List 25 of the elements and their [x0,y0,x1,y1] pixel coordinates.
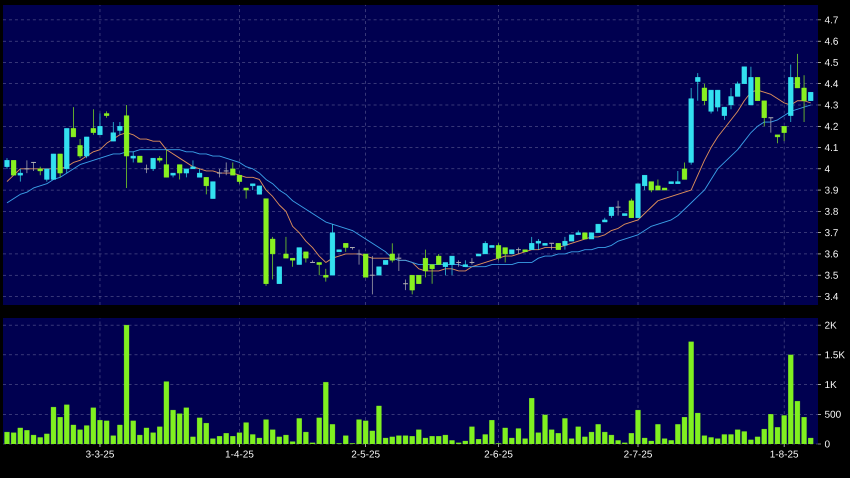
y-tick-label: 1.5K [825,351,845,358]
x-tick-label: 1-4-25 [226,450,254,458]
y-tick-label: 3.5 [824,272,838,279]
x-tick-label: 1-8-25 [770,450,798,458]
x-tick-label: 2-6-25 [484,450,512,458]
y-tick-label: 2K [825,322,837,329]
y-tick-label: 500 [824,410,841,418]
y-tick-label: 0 [824,440,830,448]
y-tick-label: 4.4 [824,80,838,88]
y-tick-label: 4.3 [824,101,838,109]
y-tick-label: 3.6 [824,250,838,258]
x-tick-label: 2-5-25 [352,450,380,458]
y-tick-label: 3.8 [824,208,838,215]
y-tick-label: 4.5 [824,58,838,66]
y-tick-label: 3.7 [824,229,838,236]
x-tick-label: 2-7-25 [624,450,652,458]
x-tick-label: 3-3-25 [86,450,114,458]
y-tick-label: 4.6 [824,38,838,45]
y-tick-label: 3.9 [824,186,838,194]
y-tick-label: 4.7 [824,16,838,24]
y-tick-label: 1K [825,381,837,388]
y-tick-label: 4 [824,165,830,172]
y-tick-label: 3.4 [824,292,838,300]
y-tick-label: 4.2 [824,122,838,130]
y-tick-label: 4.1 [824,144,838,151]
